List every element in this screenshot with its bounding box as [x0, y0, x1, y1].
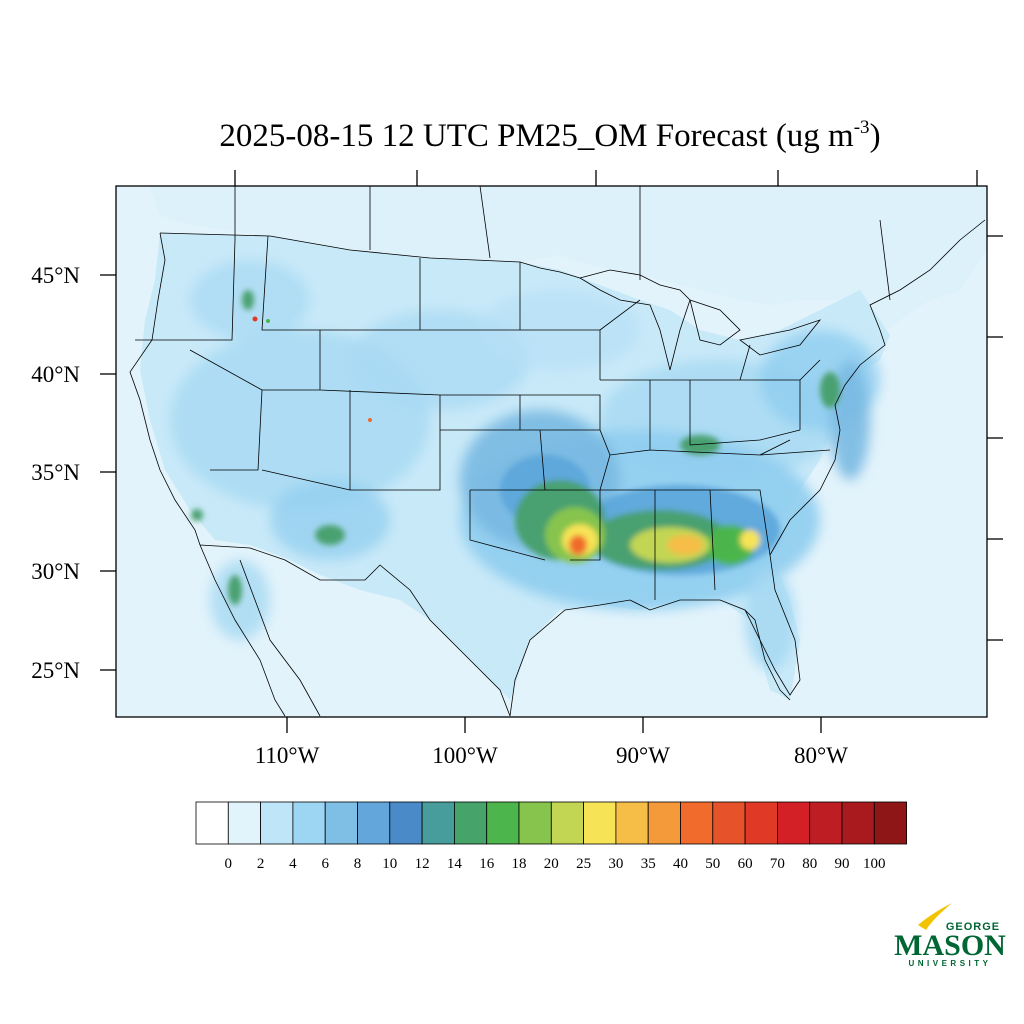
colorbar-swatch: [421, 801, 455, 845]
lat-label-30: 30°N: [31, 559, 80, 584]
lon-label-110: 110°W: [255, 743, 320, 768]
colorbar-tick-label: 16: [479, 856, 495, 872]
colorbar-tick-label: 10: [382, 856, 397, 872]
colorbar-tick-label: 25: [576, 856, 591, 872]
colorbar-swatch: [744, 801, 778, 845]
bottom-ticks: [286, 717, 822, 733]
us-mexico-border: [199, 544, 511, 717]
colorbar-labels: 0 2 4 6 8 10 12 14 16 18 20 25 30 35 40 50 60 70 80 90 100: [225, 856, 886, 872]
map-frame: [115, 185, 988, 718]
colorbar-swatch: [777, 801, 811, 845]
colorbar-swatch: [227, 801, 262, 845]
colorbar-tick-label: 2: [257, 856, 265, 872]
colorbar-tick-label: 40: [673, 856, 688, 872]
colorbar-tick-label: 90: [835, 856, 850, 872]
concentration-high: [191, 290, 840, 605]
colorbar-swatch: [357, 801, 391, 845]
colorbar-swatch: [712, 801, 746, 845]
colorbar-swatch: [873, 801, 907, 845]
colorbar-swatch: [486, 801, 520, 845]
left-ticks: [100, 274, 116, 671]
logo-top-text: GEORGE: [946, 921, 1000, 933]
colorbar-tick-label: 60: [738, 856, 753, 872]
lat-label-25: 25°N: [31, 658, 80, 683]
colorbar-tick-label: 100: [863, 856, 886, 872]
colorbar-swatch: [550, 801, 584, 845]
colorbar-tick-label: 12: [415, 856, 430, 872]
colorbar-swatch: [809, 801, 843, 845]
state-lines: [135, 235, 831, 600]
canada-land: [150, 186, 987, 335]
map-panel: [116, 186, 987, 717]
colorbar-swatch: [453, 801, 488, 845]
colorbar-swatch: [518, 801, 552, 845]
lat-label-35: 35°N: [31, 460, 80, 485]
us-canada-border: [159, 232, 581, 279]
latitude-labels: 45°N 40°N 35°N 30°N 25°N: [31, 263, 80, 683]
florida: [744, 609, 791, 701]
right-ticks: [987, 235, 1003, 641]
top-ticks: [234, 170, 978, 186]
colorbar-tick-label: 20: [544, 856, 559, 872]
baja-coast: [199, 544, 321, 717]
lat-label-40: 40°N: [31, 362, 80, 387]
map-title: 2025-08-15 12 UTC PM25_OM Forecast (ug m…: [219, 117, 880, 154]
colorbar-swatch: [615, 801, 649, 845]
colorbar-tick-label: 18: [512, 856, 527, 872]
boundaries: [129, 186, 986, 717]
east-coastline: [769, 219, 986, 556]
lat-label-45: 45°N: [31, 263, 80, 288]
logo-accent-swoosh: [918, 903, 952, 930]
gmu-logo: GEORGE MASON UNIVERSITY: [894, 903, 1006, 968]
colorbar-tick-label: 14: [447, 856, 463, 872]
lon-label-90: 90°W: [616, 743, 670, 768]
west-coastline: [129, 232, 201, 546]
lon-label-100: 100°W: [432, 743, 498, 768]
fire-hotspots: [252, 316, 372, 422]
longitude-labels: 110°W 100°W 90°W 80°W: [255, 743, 849, 768]
colorbar-tick-label: 35: [641, 856, 656, 872]
colorbar-swatch: [324, 801, 358, 845]
colorbar-swatch: [680, 801, 714, 845]
colorbar-swatch: [292, 801, 326, 845]
canada-province-lines: [234, 186, 891, 301]
colorbar-swatch: [260, 801, 294, 845]
colorbar-tick-label: 8: [354, 856, 362, 872]
concentration-field: [170, 260, 880, 670]
colorbar-tick-label: 70: [770, 856, 785, 872]
colorbar-tick-label: 80: [802, 856, 817, 872]
logo-main-text: MASON: [894, 929, 1006, 962]
colorbar-tick-label: 6: [321, 856, 329, 872]
colorbar-tick-label: 0: [225, 856, 233, 872]
colorbar-swatch: [841, 801, 875, 845]
colorbar-swatch: [389, 801, 423, 845]
colorbar-tick-label: 4: [289, 856, 297, 872]
colorbar-swatch: [647, 801, 681, 845]
colorbar: [195, 801, 907, 845]
colorbar-swatch: [583, 801, 617, 845]
colorbar-swatch: [195, 801, 229, 845]
gulf-coastline: [509, 554, 801, 717]
colorbar-tick-label: 30: [608, 856, 623, 872]
colorbar-tick-label: 50: [705, 856, 720, 872]
logo-bottom-text: UNIVERSITY: [908, 959, 991, 968]
lon-label-80: 80°W: [794, 743, 848, 768]
